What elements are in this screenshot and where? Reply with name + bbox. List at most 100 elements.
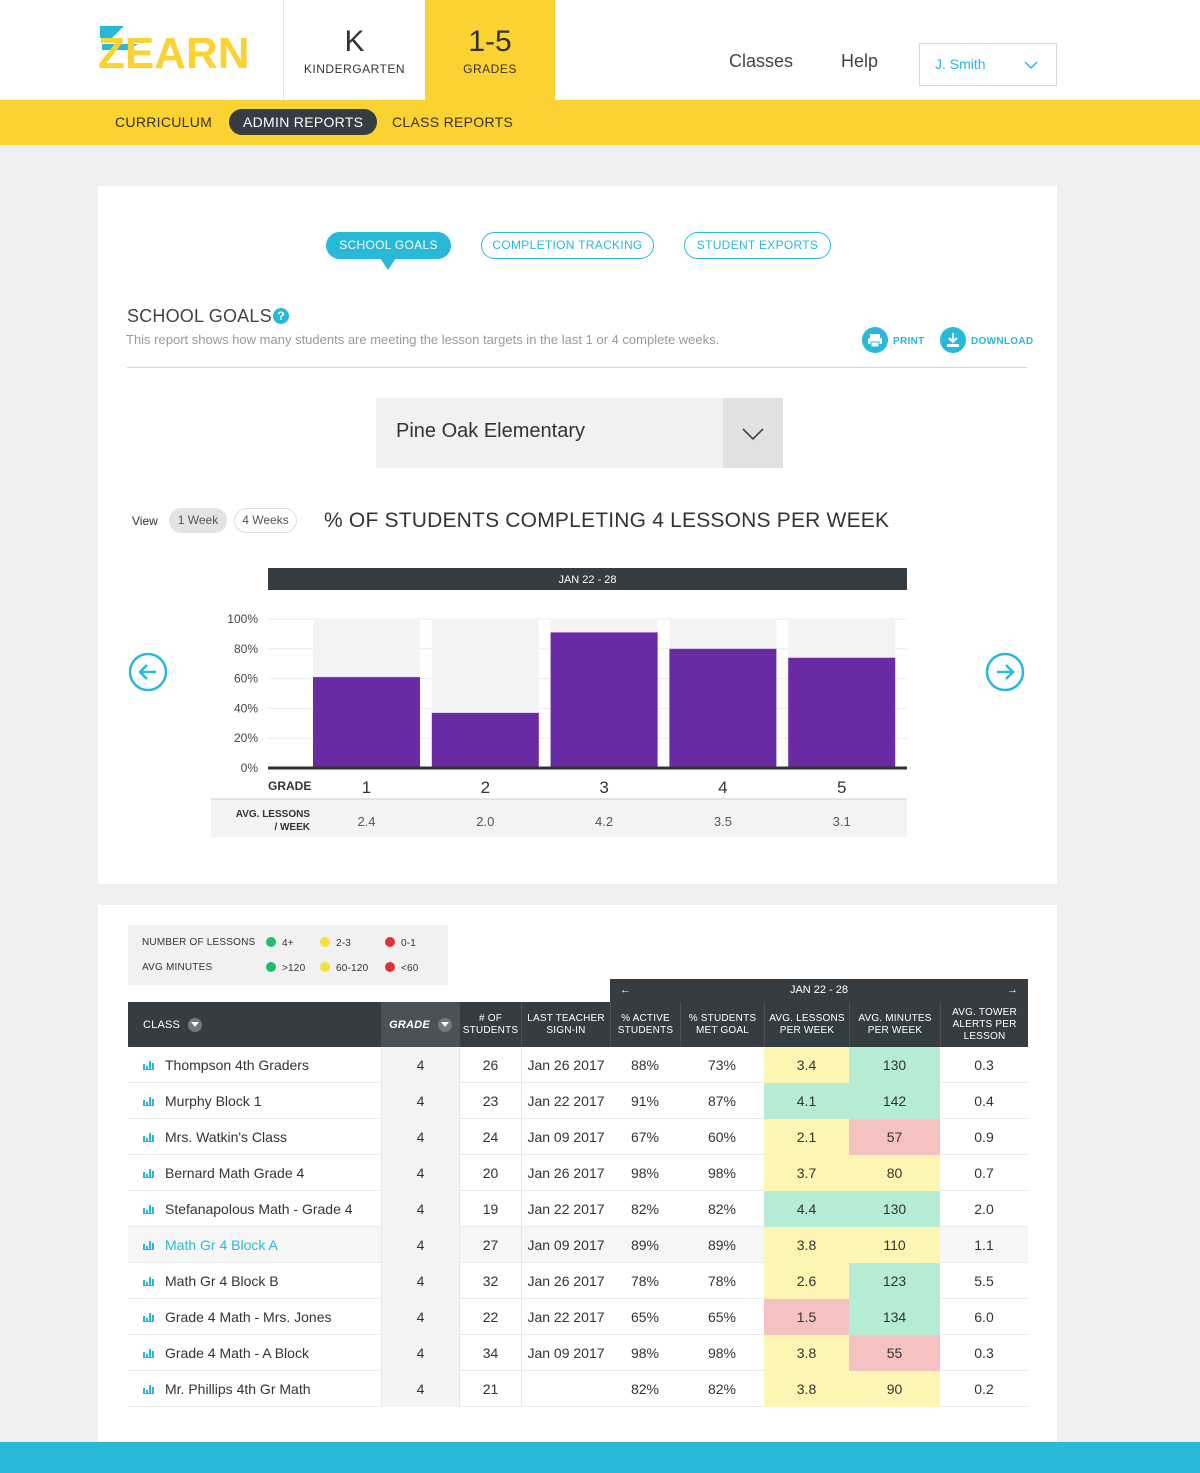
- avg-minutes-cell: 80: [849, 1155, 940, 1191]
- met-goal-cell: 87%: [707, 1093, 737, 1109]
- filter-icon[interactable]: [437, 1017, 452, 1032]
- avg-lessons-cell: 3.8: [764, 1371, 849, 1407]
- classes-link[interactable]: Classes: [729, 51, 794, 71]
- class-name-cell[interactable]: Thompson 4th Graders: [128, 1047, 381, 1083]
- print-label: PRINT: [893, 336, 925, 347]
- tab-school-goals[interactable]: SCHOOL GOALS: [326, 232, 451, 259]
- active-students-cell: 78%: [630, 1273, 660, 1289]
- view-4-weeks[interactable]: 4 Weeks: [234, 508, 297, 533]
- col-last-signin[interactable]: LAST TEACHER SIGN-IN: [521, 1002, 610, 1047]
- chart-week-header: [268, 568, 907, 590]
- bar-chart-icon[interactable]: [143, 1168, 154, 1178]
- school-select-toggle[interactable]: [723, 398, 783, 468]
- class-name-text: Grade 4 Math - Mrs. Jones: [165, 1309, 332, 1325]
- grade-cell: 4: [381, 1263, 459, 1299]
- table-header: CLASS GRADE # OF STUDENTS LAST TEACHER SIG…: [128, 1002, 1028, 1047]
- bar-chart-icon[interactable]: [143, 1096, 154, 1106]
- table-row[interactable]: Math Gr 4 Block B 4 32 Jan 26 2017 78% 78% 2.6…: [128, 1263, 1028, 1299]
- col-avg-minutes[interactable]: AVG. MINUTES PER WEEK: [849, 1002, 940, 1047]
- table-row[interactable]: Grade 4 Math - A Block 4 34 Jan 09 2017 98% 9…: [128, 1335, 1028, 1371]
- class-name-cell[interactable]: Murphy Block 1: [128, 1083, 381, 1119]
- tower-alerts-cell: 0.4: [974, 1093, 994, 1109]
- tab-grades-1-5[interactable]: 1-5 GRADES: [425, 0, 555, 100]
- school-select[interactable]: Pine Oak Elementary: [376, 398, 783, 468]
- next-week-icon[interactable]: →: [1007, 984, 1018, 996]
- table-week-label: JAN 22 - 28: [789, 984, 849, 996]
- active-students-cell: 65%: [630, 1309, 660, 1325]
- table-row[interactable]: Grade 4 Math - Mrs. Jones 4 22 Jan 22 2017 6…: [128, 1299, 1028, 1335]
- avg-minutes-cell: 142: [849, 1083, 940, 1119]
- bar-chart-icon[interactable]: [143, 1312, 154, 1322]
- table-row[interactable]: Mrs. Watkin's Class 4 24 Jan 09 2017 67% 60% 2…: [128, 1119, 1028, 1155]
- y-tick-label: 80%: [234, 642, 258, 656]
- class-name-cell[interactable]: Grade 4 Math - A Block: [128, 1335, 381, 1371]
- view-1-week[interactable]: 1 Week: [169, 508, 227, 533]
- table-row[interactable]: Murphy Block 1 4 23 Jan 22 2017 91% 87% 4.1 142…: [128, 1083, 1028, 1119]
- avg-lessons-cell: 3.7: [764, 1155, 849, 1191]
- class-name-cell[interactable]: Bernard Math Grade 4: [128, 1155, 381, 1191]
- avg-lessons-value: 3.5: [714, 814, 732, 829]
- tower-alerts-cell: 0.3: [974, 1057, 994, 1073]
- download-button[interactable]: DOWNLOAD: [940, 327, 1033, 355]
- col-grade[interactable]: GRADE: [381, 1002, 459, 1047]
- bar-chart-icon[interactable]: [143, 1348, 154, 1358]
- next-week-arrow-icon[interactable]: [985, 652, 1025, 692]
- bar-chart-icon[interactable]: [143, 1060, 154, 1070]
- print-button[interactable]: PRINT: [862, 327, 932, 355]
- met-goal-cell: 78%: [707, 1273, 737, 1289]
- grade-cell: 4: [381, 1155, 459, 1191]
- col-met-goal[interactable]: % STUDENTS MET GOAL: [680, 1002, 764, 1047]
- school-select-value: Pine Oak Elementary: [396, 420, 585, 442]
- x-tick-label: 3: [599, 778, 608, 797]
- zearn-logo[interactable]: ZEARN: [98, 22, 258, 72]
- admin-reports-link[interactable]: ADMIN REPORTS: [229, 109, 378, 135]
- class-name-cell[interactable]: Mrs. Watkin's Class: [128, 1119, 381, 1155]
- prev-week-arrow-icon[interactable]: [128, 652, 168, 692]
- avg-lessons-cell: 3.4: [764, 1047, 849, 1083]
- user-dropdown[interactable]: J. Smith: [919, 43, 1057, 86]
- tab-student-exports[interactable]: STUDENT EXPORTS: [684, 232, 831, 259]
- help-icon[interactable]: ?: [273, 308, 289, 324]
- bar-chart-icon[interactable]: [143, 1204, 154, 1214]
- bar-chart-icon[interactable]: [143, 1132, 154, 1142]
- col-students[interactable]: # OF STUDENTS: [459, 1002, 521, 1047]
- class-name-cell[interactable]: Math Gr 4 Block A: [128, 1227, 381, 1263]
- curriculum-link[interactable]: CURRICULUM: [115, 114, 213, 130]
- avg-minutes-cell: 134: [849, 1299, 940, 1335]
- bar-grade-4: [669, 648, 777, 768]
- table-row[interactable]: Math Gr 4 Block A 4 27 Jan 09 2017 89% 89% 3.8…: [128, 1227, 1028, 1263]
- help-link[interactable]: Help: [841, 51, 879, 71]
- x-tick-label: 2: [481, 778, 490, 797]
- table-row[interactable]: Mr. Phillips 4th Gr Math 4 21 82% 82% 3.8 90 0.…: [128, 1371, 1028, 1407]
- table-row[interactable]: Thompson 4th Graders 4 26 Jan 26 2017 88% 73%…: [128, 1047, 1028, 1083]
- avg-lessons-cell: 1.5: [764, 1299, 849, 1335]
- bar-chart-icon[interactable]: [143, 1240, 154, 1250]
- avg-lessons-cell: 4.1: [764, 1083, 849, 1119]
- active-students-cell: 82%: [630, 1381, 660, 1397]
- bar-chart-icon[interactable]: [143, 1276, 154, 1286]
- col-tower-alerts[interactable]: AVG. TOWER ALERTS PER LESSON: [940, 1002, 1028, 1047]
- table-row[interactable]: Stefanapolous Math - Grade 4 4 19 Jan 22 20…: [128, 1191, 1028, 1227]
- tab-kindergarten[interactable]: K KINDERGARTEN: [283, 0, 425, 100]
- chart-week-label: JAN 22 - 28: [558, 574, 616, 586]
- class-name-text: Stefanapolous Math - Grade 4: [165, 1201, 353, 1217]
- bar-chart-icon[interactable]: [143, 1384, 154, 1394]
- filter-icon[interactable]: [188, 1017, 203, 1032]
- col-class[interactable]: CLASS: [128, 1002, 381, 1047]
- bar-grade-3: [550, 632, 658, 768]
- yellow-dot-icon: [320, 962, 330, 972]
- grade-cell: 4: [381, 1227, 459, 1263]
- class-name-cell[interactable]: Mr. Phillips 4th Gr Math: [128, 1371, 381, 1407]
- tab-completion-tracking[interactable]: COMPLETION TRACKING: [481, 232, 654, 259]
- class-name-cell[interactable]: Grade 4 Math - Mrs. Jones: [128, 1299, 381, 1335]
- class-reports-link[interactable]: CLASS REPORTS: [392, 114, 514, 130]
- prev-week-icon[interactable]: ←: [620, 984, 631, 996]
- y-tick-label: 60%: [234, 672, 258, 686]
- class-name-cell[interactable]: Stefanapolous Math - Grade 4: [128, 1191, 381, 1227]
- class-name-text: Thompson 4th Graders: [165, 1057, 309, 1073]
- class-name-cell[interactable]: Math Gr 4 Block B: [128, 1263, 381, 1299]
- class-name-text: Bernard Math Grade 4: [165, 1165, 305, 1181]
- col-avg-lessons[interactable]: AVG. LESSONS PER WEEK: [764, 1002, 849, 1047]
- table-row[interactable]: Bernard Math Grade 4 4 20 Jan 26 2017 98% 98%…: [128, 1155, 1028, 1191]
- col-active-students[interactable]: % ACTIVE STUDENTS: [610, 1002, 680, 1047]
